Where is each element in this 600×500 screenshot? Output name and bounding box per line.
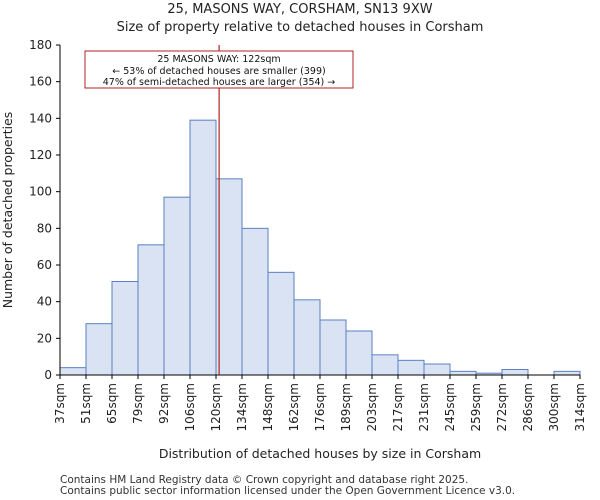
bar-65sqm (111, 281, 139, 376)
x-tick-label: 79sqm (131, 383, 145, 424)
footer-line-1: Contains HM Land Registry data © Crown c… (60, 474, 469, 486)
bar-245sqm (449, 370, 477, 376)
bar-217sqm (397, 359, 425, 376)
x-axis-label: Distribution of detached houses by size … (159, 446, 481, 461)
annotation-line-1: 25 MASONS WAY: 122sqm (157, 54, 280, 65)
bar-51sqm (85, 323, 113, 376)
y-axis: 0 20 40 60 80 100 120 140 160 180 (29, 38, 61, 382)
y-axis-label: Number of detached properties (0, 112, 15, 309)
x-tick-label: 286sqm (521, 383, 535, 431)
chart-subtitle: Size of property relative to detached ho… (116, 20, 484, 35)
x-tick-label: 106sqm (183, 383, 197, 431)
x-tick-label: 134sqm (235, 383, 249, 431)
bar-203sqm (371, 354, 399, 376)
y-tick-label: 120 (29, 148, 52, 162)
annotation-line-2: ← 53% of detached houses are smaller (39… (112, 66, 325, 77)
y-tick-label: 20 (37, 331, 52, 345)
x-tick-label: 148sqm (261, 383, 275, 431)
x-axis: 37sqm 51sqm 65sqm 79sqm 92sqm 106sqm 120sqm 134… (53, 374, 587, 431)
y-tick-label: 180 (29, 38, 52, 52)
x-tick-label: 217sqm (391, 383, 405, 431)
chart-title: 25, MASONS WAY, CORSHAM, SN13 9XW (167, 2, 433, 17)
x-tick-label: 272sqm (495, 383, 509, 431)
x-tick-label: 231sqm (417, 383, 431, 431)
x-tick-label: 203sqm (365, 383, 379, 431)
y-tick-label: 40 (37, 295, 52, 309)
y-tick-label: 60 (37, 258, 52, 272)
x-tick-label: 120sqm (209, 383, 223, 431)
y-tick-label: 140 (29, 111, 52, 125)
bar-162sqm (293, 299, 321, 376)
y-tick-label: 160 (29, 75, 52, 89)
x-tick-label: 245sqm (443, 383, 457, 431)
x-tick-label: 92sqm (157, 383, 171, 424)
bar-189sqm (345, 330, 373, 376)
bar-272sqm (501, 369, 529, 376)
bar-106sqm (189, 119, 217, 376)
bar-300sqm (553, 370, 581, 376)
y-tick-label: 80 (37, 221, 52, 235)
x-tick-label: 300sqm (547, 383, 561, 431)
bar-148sqm (267, 271, 295, 376)
bar-231sqm (423, 363, 451, 376)
x-tick-label: 189sqm (339, 383, 353, 431)
bar-92sqm (163, 196, 191, 376)
footer-line-2: Contains public sector information licen… (60, 485, 516, 497)
y-tick-label: 0 (44, 368, 52, 382)
annotation-line-3: 47% of semi-detached houses are larger (… (103, 77, 336, 88)
bar-37sqm (59, 367, 87, 376)
bar-chart: 0 20 40 60 80 100 120 140 160 180 37sqm 51sqm 65sqm… (0, 38, 587, 461)
x-tick-label: 162sqm (287, 383, 301, 431)
x-tick-label: 314sqm (573, 383, 587, 431)
bar-134sqm (241, 227, 269, 376)
bar-176sqm (319, 319, 347, 376)
bars-group (59, 119, 581, 376)
x-tick-label: 51sqm (79, 383, 93, 424)
x-tick-label: 65sqm (105, 383, 119, 424)
x-tick-label: 37sqm (53, 383, 67, 424)
y-tick-label: 100 (29, 185, 52, 199)
x-tick-label: 176sqm (313, 383, 327, 431)
bar-79sqm (137, 244, 165, 376)
bar-120sqm (215, 178, 243, 376)
x-tick-label: 259sqm (469, 383, 483, 431)
annotation-box (84, 50, 354, 89)
